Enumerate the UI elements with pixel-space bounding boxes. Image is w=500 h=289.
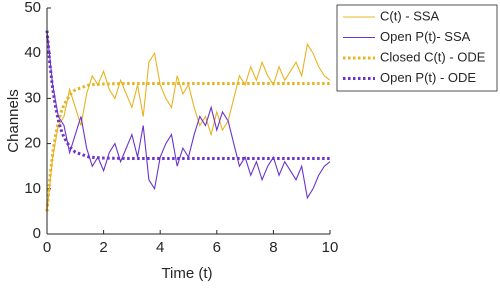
- x-tick-label: 8: [269, 239, 277, 256]
- series-line: [45, 30, 330, 161]
- series-line: [45, 81, 330, 212]
- x-tick-label: 10: [322, 239, 339, 256]
- y-tick-label: 10: [24, 180, 41, 197]
- x-tick-label: 0: [43, 239, 51, 256]
- x-axis-label: Time (t): [161, 265, 212, 282]
- y-tick-label: 50: [24, 0, 41, 16]
- legend-label: Open P(t) - ODE: [380, 70, 476, 85]
- series-line: [46, 42, 331, 212]
- y-tick-label: 40: [24, 44, 41, 61]
- legend-box: [336, 4, 498, 92]
- x-tick-label: 4: [156, 239, 164, 256]
- y-tick-label: 0: [33, 225, 41, 242]
- legend-label: C(t) - SSA: [380, 8, 440, 23]
- y-axis-label: Channels: [5, 89, 22, 152]
- series-line: [46, 30, 331, 200]
- legend-label: Open P(t)- SSA: [380, 29, 471, 44]
- x-tick-label: 2: [99, 239, 107, 256]
- legend-label: Closed C(t) - ODE: [380, 49, 486, 64]
- y-tick-label: 30: [24, 89, 41, 106]
- y-tick-label: 20: [24, 135, 41, 152]
- legend: C(t) - SSA Open P(t)- SSA Closed C(t) - OD…: [336, 4, 498, 92]
- x-tick-label: 6: [213, 239, 221, 256]
